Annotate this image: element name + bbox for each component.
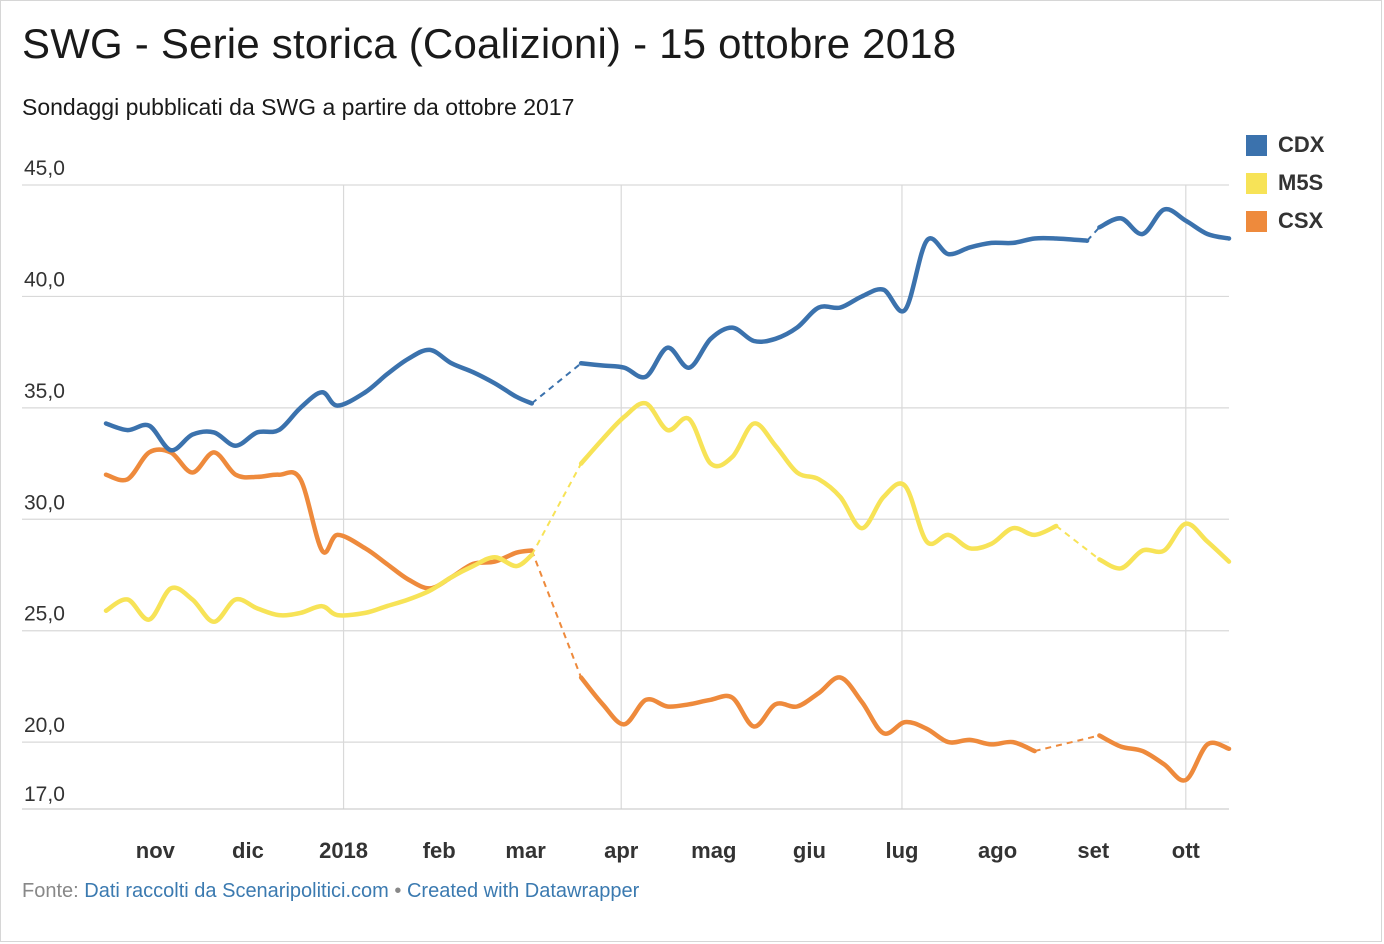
legend-swatch-cdx: [1246, 134, 1267, 156]
x-tick-label: lug: [885, 838, 918, 863]
gap-connector-m5s: [1055, 525, 1101, 561]
legend-label-csx: CSX: [1278, 208, 1324, 233]
y-tick-label: 45,0: [24, 157, 65, 180]
x-tick-label: apr: [604, 838, 639, 863]
series-line-cdx: [103, 347, 535, 453]
x-tick-label: mar: [505, 838, 546, 863]
gap-connector-m5s: [530, 463, 582, 556]
y-tick-label: 20,0: [24, 714, 65, 737]
chart-footer: Fonte: Dati raccolti da Scenaripolitici.…: [22, 880, 639, 903]
series-line-cdx: [1097, 206, 1232, 241]
gap-connector-csx: [1034, 734, 1100, 753]
y-tick-label: 30,0: [24, 491, 65, 514]
series-line-cdx: [578, 235, 1090, 380]
y-tick-label: 35,0: [24, 380, 65, 403]
x-tick-label: dic: [232, 838, 264, 863]
legend-item-m5s: M5S: [1246, 164, 1324, 202]
x-tick-label: 2018: [319, 838, 368, 863]
legend-item-csx: CSX: [1246, 202, 1324, 240]
source-label: Fonte:: [22, 880, 79, 902]
legend-label-cdx: CDX: [1278, 132, 1325, 157]
legend-label-m5s: M5S: [1278, 170, 1324, 195]
x-tick-label: mag: [691, 838, 736, 863]
x-tick-label: ago: [978, 838, 1017, 863]
x-tick-label: set: [1077, 838, 1109, 863]
x-tick-label: feb: [423, 838, 456, 863]
y-tick-label: 40,0: [24, 268, 65, 291]
gap-connector-csx: [530, 550, 583, 678]
gap-connector-cdx: [531, 362, 582, 405]
gap-connector-cdx: [1086, 226, 1101, 242]
series-line-m5s: [578, 400, 1059, 551]
chart-title: SWG - Serie storica (Coalizioni) - 15 ot…: [22, 20, 957, 67]
legend-swatch-m5s: [1246, 172, 1267, 194]
footer-separator: •: [394, 880, 402, 902]
datawrapper-credit-link[interactable]: Created with Datawrapper: [406, 880, 640, 902]
legend-item-cdx: CDX: [1246, 126, 1324, 164]
source-link[interactable]: Dati raccolti da Scenaripolitici.com: [84, 880, 389, 902]
chart-legend: CDX M5S CSX: [1246, 126, 1324, 240]
x-tick-label: giu: [793, 838, 826, 863]
x-tick-label: nov: [136, 838, 176, 863]
legend-swatch-csx: [1246, 210, 1267, 232]
x-tick-label: ott: [1172, 838, 1201, 863]
series-line-m5s: [1097, 521, 1232, 571]
y-tick-label: 25,0: [24, 603, 65, 626]
series-line-csx: [1097, 733, 1232, 783]
series-line-csx: [578, 675, 1037, 754]
series-line-m5s: [103, 552, 535, 625]
y-tick-label: 17,0: [24, 783, 65, 806]
chart-subtitle: Sondaggi pubblicati da SWG a partire da …: [22, 94, 575, 120]
